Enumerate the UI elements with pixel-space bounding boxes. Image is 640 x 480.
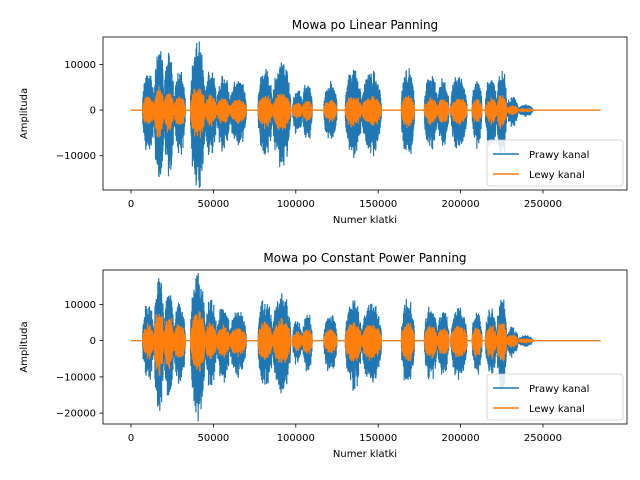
waveform-lewy xyxy=(131,86,601,139)
legend: Prawy kanal Lewy kanal xyxy=(486,373,624,421)
legend-box xyxy=(486,373,624,421)
axes-frame xyxy=(102,36,628,191)
series-lewy-kanal xyxy=(131,86,601,139)
y-tick-label: −10000 xyxy=(56,372,96,383)
y-tick-label: 0 xyxy=(90,336,96,347)
x-tick-label: 200000 xyxy=(441,433,479,444)
waveform-lewy xyxy=(131,311,601,376)
y-axis-label: Amplituda xyxy=(19,88,30,139)
legend: Prawy kanal Lewy kanal xyxy=(486,139,624,187)
subplot-2: 0 50000 100000 150000 200000 250000−20000−100… xyxy=(19,251,628,460)
subplot-1: 0 50000 100000 150000 200000 250000 −10000 0 100… xyxy=(19,18,628,226)
x-axis-label: Numer klatki xyxy=(333,215,397,226)
x-tick-label: 0 xyxy=(128,199,134,210)
x-tick-label: 250000 xyxy=(524,199,562,210)
legend-entry: Prawy kanal xyxy=(529,384,589,395)
x-tick-label: 250000 xyxy=(524,433,562,444)
x-axis-label: Numer klatki xyxy=(333,449,397,460)
axes-frame xyxy=(102,269,628,425)
x-tick-label: 50000 xyxy=(197,199,229,210)
series-lewy-kanal xyxy=(131,311,601,376)
chart-title: Mowa po Linear Panning xyxy=(292,18,438,32)
y-tick-label: 10000 xyxy=(64,60,96,71)
chart-title: Mowa po Constant Power Panning xyxy=(263,251,466,265)
plot-area xyxy=(131,273,601,422)
legend-entry: Lewy kanal xyxy=(529,170,585,181)
x-tick-label: 50000 xyxy=(197,433,229,444)
y-tick-label: 0 xyxy=(90,106,96,117)
legend-box xyxy=(486,139,624,187)
x-tick-label: 150000 xyxy=(359,433,397,444)
x-tick-label: 150000 xyxy=(359,199,397,210)
legend-entry: Prawy kanal xyxy=(529,150,589,161)
y-axis-label: Amplituda xyxy=(19,321,30,372)
y-tick-label: −20000 xyxy=(56,409,96,420)
x-tick-label: 100000 xyxy=(277,199,315,210)
legend-entry: Lewy kanal xyxy=(529,404,585,415)
plot-area xyxy=(131,41,601,188)
y-tick-label: 10000 xyxy=(64,300,96,311)
x-tick-label: 200000 xyxy=(441,199,479,210)
y-tick-label: −10000 xyxy=(56,151,96,162)
x-tick-label: 100000 xyxy=(277,433,315,444)
x-tick-label: 0 xyxy=(128,433,134,444)
